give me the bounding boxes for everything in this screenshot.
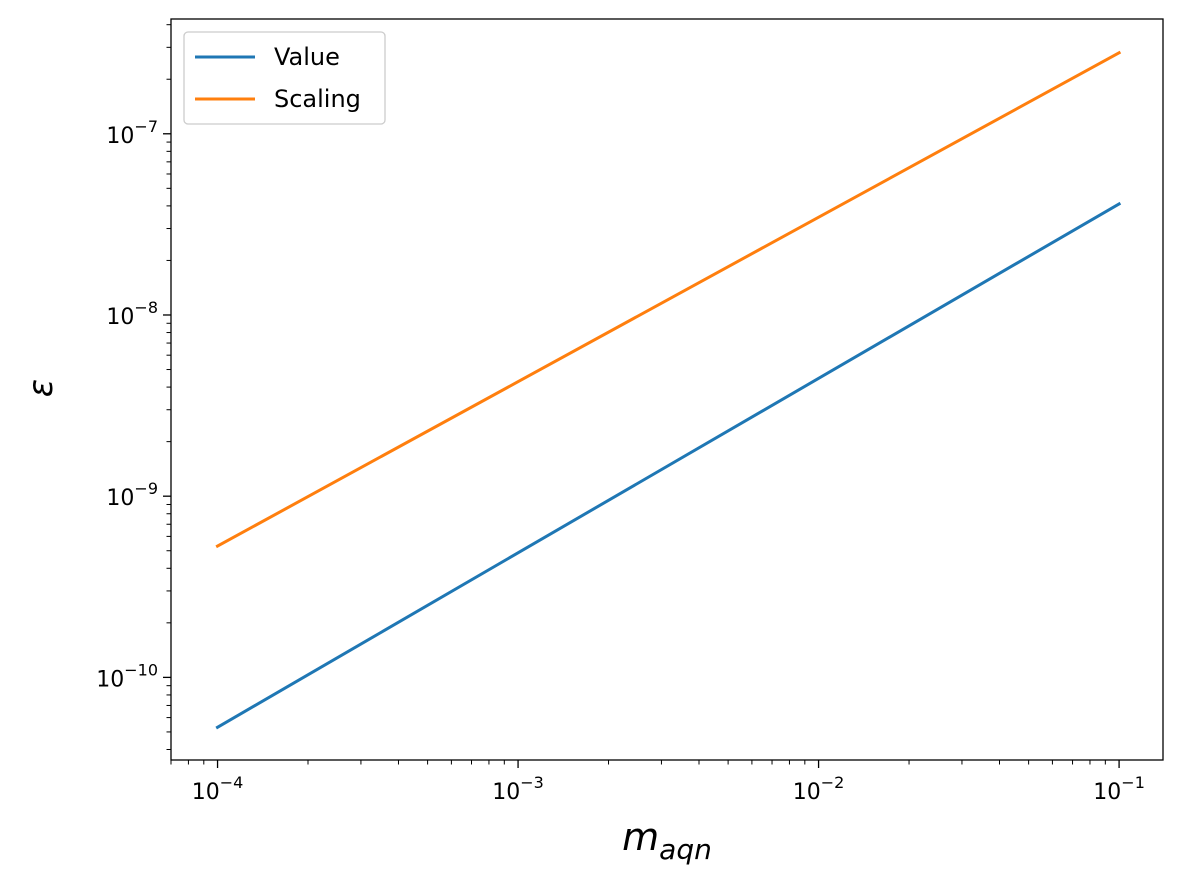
y-tick-label-base: 10: [106, 124, 134, 149]
x-tick-label-base: 10: [1093, 780, 1121, 805]
y-tick-label-base: 10: [106, 486, 134, 511]
minor-ticks: [166, 24, 1106, 765]
x-tick-label: 10−4: [192, 773, 244, 805]
x-tick-label-base: 10: [793, 780, 821, 805]
x-tick-label-exponent: −3: [520, 773, 544, 792]
x-tick-label: 10−2: [793, 773, 845, 805]
x-tick-label-exponent: −2: [821, 773, 845, 792]
x-tick-label-exponent: −4: [220, 773, 244, 792]
y-axis-label: ε: [21, 379, 61, 397]
series-line-scaling: [215, 50, 1122, 549]
x-tick-label: 10−1: [1093, 773, 1145, 805]
x-axis-label: maqn: [622, 815, 712, 866]
y-tick-label: 10−9: [106, 479, 158, 511]
y-tick-label-base: 10: [96, 667, 124, 692]
y-tick-label-exponent: −8: [134, 298, 158, 317]
legend: Value Scaling: [183, 31, 386, 125]
series-line-value: [215, 201, 1122, 730]
y-tick-label: 10−8: [106, 298, 158, 330]
legend-label-scaling: Scaling: [274, 85, 361, 113]
major-ticks: [163, 133, 1120, 768]
y-tick-label: 10−7: [106, 117, 158, 149]
y-tick-label: 10−10: [96, 660, 158, 692]
x-axis-label-main: m: [622, 815, 659, 859]
y-tick-label-base: 10: [106, 305, 134, 330]
x-tick-label-exponent: −1: [1121, 773, 1145, 792]
y-tick-label-exponent: −7: [134, 117, 158, 136]
x-tick-label: 10−3: [492, 773, 544, 805]
series-layer: [215, 50, 1122, 730]
x-tick-label-base: 10: [492, 780, 520, 805]
legend-frame: [183, 31, 386, 125]
x-axis-label-subscript: aqn: [659, 833, 712, 866]
x-tick-label-base: 10: [192, 780, 220, 805]
y-tick-label-exponent: −9: [134, 479, 158, 498]
y-tick-label-exponent: −10: [124, 660, 158, 679]
plot-frame: [170, 18, 1164, 761]
x-tick-labels: 10−4 10−3 10−2 10−1: [192, 773, 1145, 805]
legend-label-value: Value: [274, 43, 340, 71]
